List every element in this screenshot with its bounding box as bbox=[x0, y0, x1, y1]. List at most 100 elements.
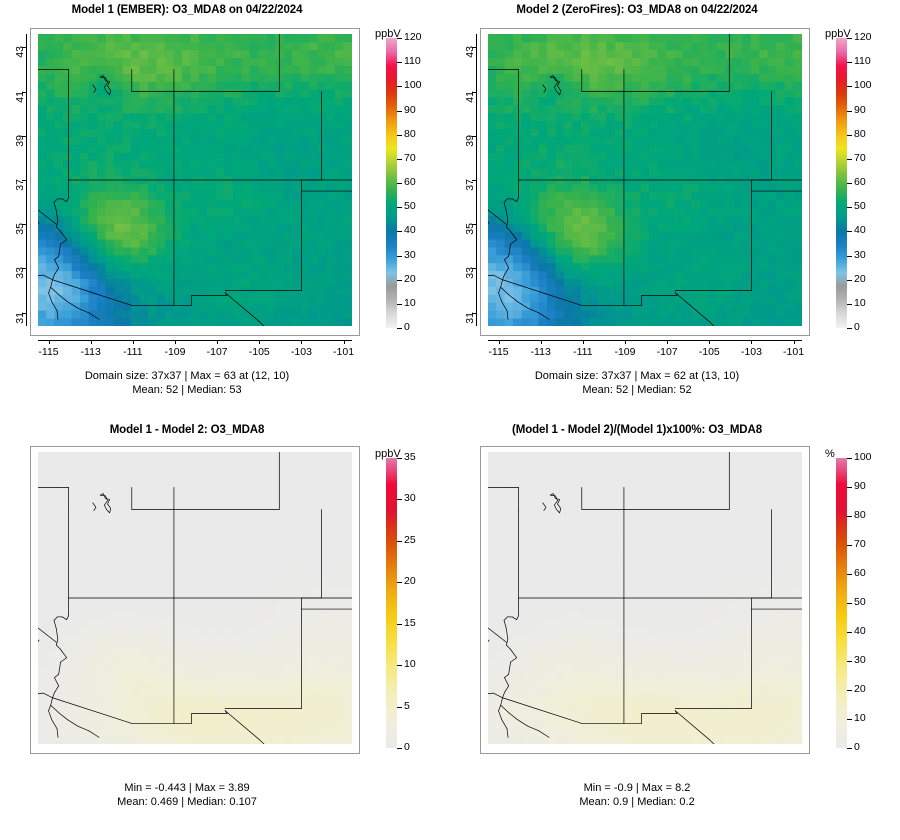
y-tick-label: 41 bbox=[14, 90, 26, 103]
y-tick-label: 43 bbox=[464, 46, 476, 58]
y-tick-label: 35 bbox=[464, 223, 476, 235]
y-tick-label: 41 bbox=[464, 90, 476, 103]
panel-title: Model 2 (ZeroFires): O3_MDA8 on 04/22/20… bbox=[516, 4, 758, 16]
colorbar-tick-label: 40 bbox=[854, 625, 866, 637]
colorbar-tick-label: 120 bbox=[854, 31, 872, 43]
colorbar-tick-label: 50 bbox=[854, 596, 866, 608]
panel-caption: Min = -0.443 | Max = 3.89 Mean: 0.469 | … bbox=[117, 782, 257, 808]
map-raster bbox=[38, 34, 352, 326]
y-tick-label: 43 bbox=[14, 46, 26, 58]
colorbar-tick-label: 120 bbox=[404, 31, 422, 43]
x-tick-label: -111 bbox=[123, 346, 143, 358]
panel-caption: Domain size: 37x37 | Max = 62 at (13, 10… bbox=[534, 370, 740, 396]
colorbar-tick-label: 30 bbox=[854, 654, 866, 666]
colorbar-tick-label: 10 bbox=[404, 658, 416, 671]
x-tick-label: -113 bbox=[80, 346, 101, 358]
x-tick-label: -109 bbox=[614, 346, 636, 358]
y-tick-label: 39 bbox=[14, 134, 26, 147]
colorbar-tick-label: 25 bbox=[404, 533, 416, 546]
x-tick-label: -109 bbox=[164, 346, 186, 358]
x-tick-label: -105 bbox=[698, 346, 720, 358]
y-tick-label: 35 bbox=[14, 223, 26, 235]
colorbar-tick-label: 10 bbox=[854, 296, 866, 309]
x-tick-label: -103 bbox=[740, 346, 762, 358]
colorbar-tick-label: 5 bbox=[404, 699, 410, 712]
colorbar-unit-label: ppbV bbox=[825, 28, 851, 40]
x-tick-label: -107 bbox=[206, 346, 228, 358]
colorbar-tick-label: 20 bbox=[404, 575, 416, 588]
colorbar-tick-label: 20 bbox=[854, 683, 866, 695]
colorbar-gradient bbox=[386, 38, 397, 328]
colorbar-tick-label: 60 bbox=[854, 176, 866, 188]
panel-model2-zerofires: Model 2 (ZeroFires): O3_MDA8 on 04/22/20… bbox=[450, 0, 900, 420]
colorbar-tick-label: 0 bbox=[854, 741, 860, 753]
panel-title: (Model 1 - Model 2)/(Model 1)x100%: O3_M… bbox=[511, 424, 763, 436]
colorbar-tick-label: 20 bbox=[854, 272, 866, 285]
colorbar-unit-label: ppbV bbox=[375, 448, 401, 460]
y-tick-label: 37 bbox=[14, 179, 26, 191]
colorbar-tick-label: 100 bbox=[854, 451, 872, 463]
panel-caption: Min = -0.9 | Max = 8.2 Mean: 0.9 | Media… bbox=[579, 782, 695, 808]
panel-model1-ember: Model 1 (EMBER): O3_MDA8 on 04/22/2024 -1… bbox=[0, 0, 450, 420]
colorbar-tick-label: 80 bbox=[404, 127, 416, 140]
y-tick-label: 33 bbox=[14, 267, 26, 280]
colorbar-tick-label: 30 bbox=[404, 248, 416, 261]
panel-caption: Domain size: 37x37 | Max = 63 at (12, 10… bbox=[84, 370, 290, 396]
colorbar-tick-label: 70 bbox=[854, 538, 866, 550]
colorbar-tick-label: 60 bbox=[404, 176, 416, 188]
colorbar-tick-label: 90 bbox=[404, 103, 416, 116]
panel-difference-absolute: Model 1 - Model 2: O3_MDA8 Min = -0.443 |… bbox=[0, 420, 450, 840]
y-tick-label: 33 bbox=[464, 267, 476, 280]
colorbar-tick-label: 0 bbox=[404, 321, 410, 333]
panel-difference-percent: (Model 1 - Model 2)/(Model 1)x100%: O3_M… bbox=[450, 420, 900, 840]
colorbar-tick-label: 50 bbox=[854, 200, 866, 213]
colorbar-unit-label: % bbox=[825, 448, 835, 460]
colorbar-tick-label: 40 bbox=[854, 224, 866, 237]
x-tick-label: -113 bbox=[530, 346, 551, 358]
colorbar-gradient bbox=[836, 38, 847, 328]
map-raster bbox=[488, 34, 802, 326]
colorbar-tick-label: 100 bbox=[854, 79, 872, 92]
panel-title: Model 1 - Model 2: O3_MDA8 bbox=[109, 424, 265, 436]
colorbar-tick-label: 60 bbox=[854, 567, 866, 579]
x-tick-label: -101 bbox=[783, 346, 805, 358]
colorbar-tick-label: 20 bbox=[404, 272, 416, 285]
colorbar-tick-label: 80 bbox=[854, 127, 866, 140]
colorbar-tick-label: 90 bbox=[854, 103, 866, 116]
y-tick-label: 39 bbox=[464, 134, 476, 147]
colorbar-gradient bbox=[836, 458, 847, 748]
colorbar-tick-label: 10 bbox=[854, 712, 866, 724]
colorbar-tick-label: 110 bbox=[854, 55, 871, 68]
colorbar-tick-label: 80 bbox=[854, 509, 866, 521]
y-tick-label: 37 bbox=[464, 179, 476, 191]
colorbar-tick-label: 0 bbox=[854, 321, 860, 333]
colorbar-tick-label: 0 bbox=[404, 741, 410, 753]
colorbar-tick-label: 100 bbox=[404, 79, 422, 92]
x-tick-label: -105 bbox=[248, 346, 270, 358]
colorbar-tick-label: 15 bbox=[404, 616, 416, 629]
colorbar-tick-label: 30 bbox=[854, 248, 866, 261]
x-tick-label: -101 bbox=[333, 346, 355, 358]
colorbar-tick-label: 90 bbox=[854, 480, 866, 492]
x-tick-label: -115 bbox=[488, 346, 509, 358]
colorbar-tick-label: 70 bbox=[854, 151, 866, 164]
x-tick-label: -107 bbox=[656, 346, 678, 358]
map-raster bbox=[488, 452, 802, 744]
colorbar-tick-label: 50 bbox=[404, 200, 416, 213]
colorbar-tick-label: 35 bbox=[404, 451, 416, 463]
x-tick-label: -111 bbox=[573, 346, 593, 358]
x-tick-label: -103 bbox=[290, 346, 312, 358]
y-tick-label: 31 bbox=[464, 311, 476, 324]
colorbar-tick-label: 70 bbox=[404, 151, 416, 164]
colorbar-gradient bbox=[386, 458, 397, 748]
panel-title: Model 1 (EMBER): O3_MDA8 on 04/22/2024 bbox=[71, 4, 303, 16]
x-tick-label: -115 bbox=[38, 346, 59, 358]
map-raster bbox=[38, 452, 352, 744]
colorbar-tick-label: 110 bbox=[404, 55, 421, 68]
colorbar-tick-label: 10 bbox=[404, 296, 416, 309]
colorbar-tick-label: 30 bbox=[404, 492, 416, 505]
colorbar-unit-label: ppbV bbox=[375, 28, 401, 40]
colorbar-tick-label: 40 bbox=[404, 224, 416, 237]
y-tick-label: 31 bbox=[14, 311, 26, 324]
